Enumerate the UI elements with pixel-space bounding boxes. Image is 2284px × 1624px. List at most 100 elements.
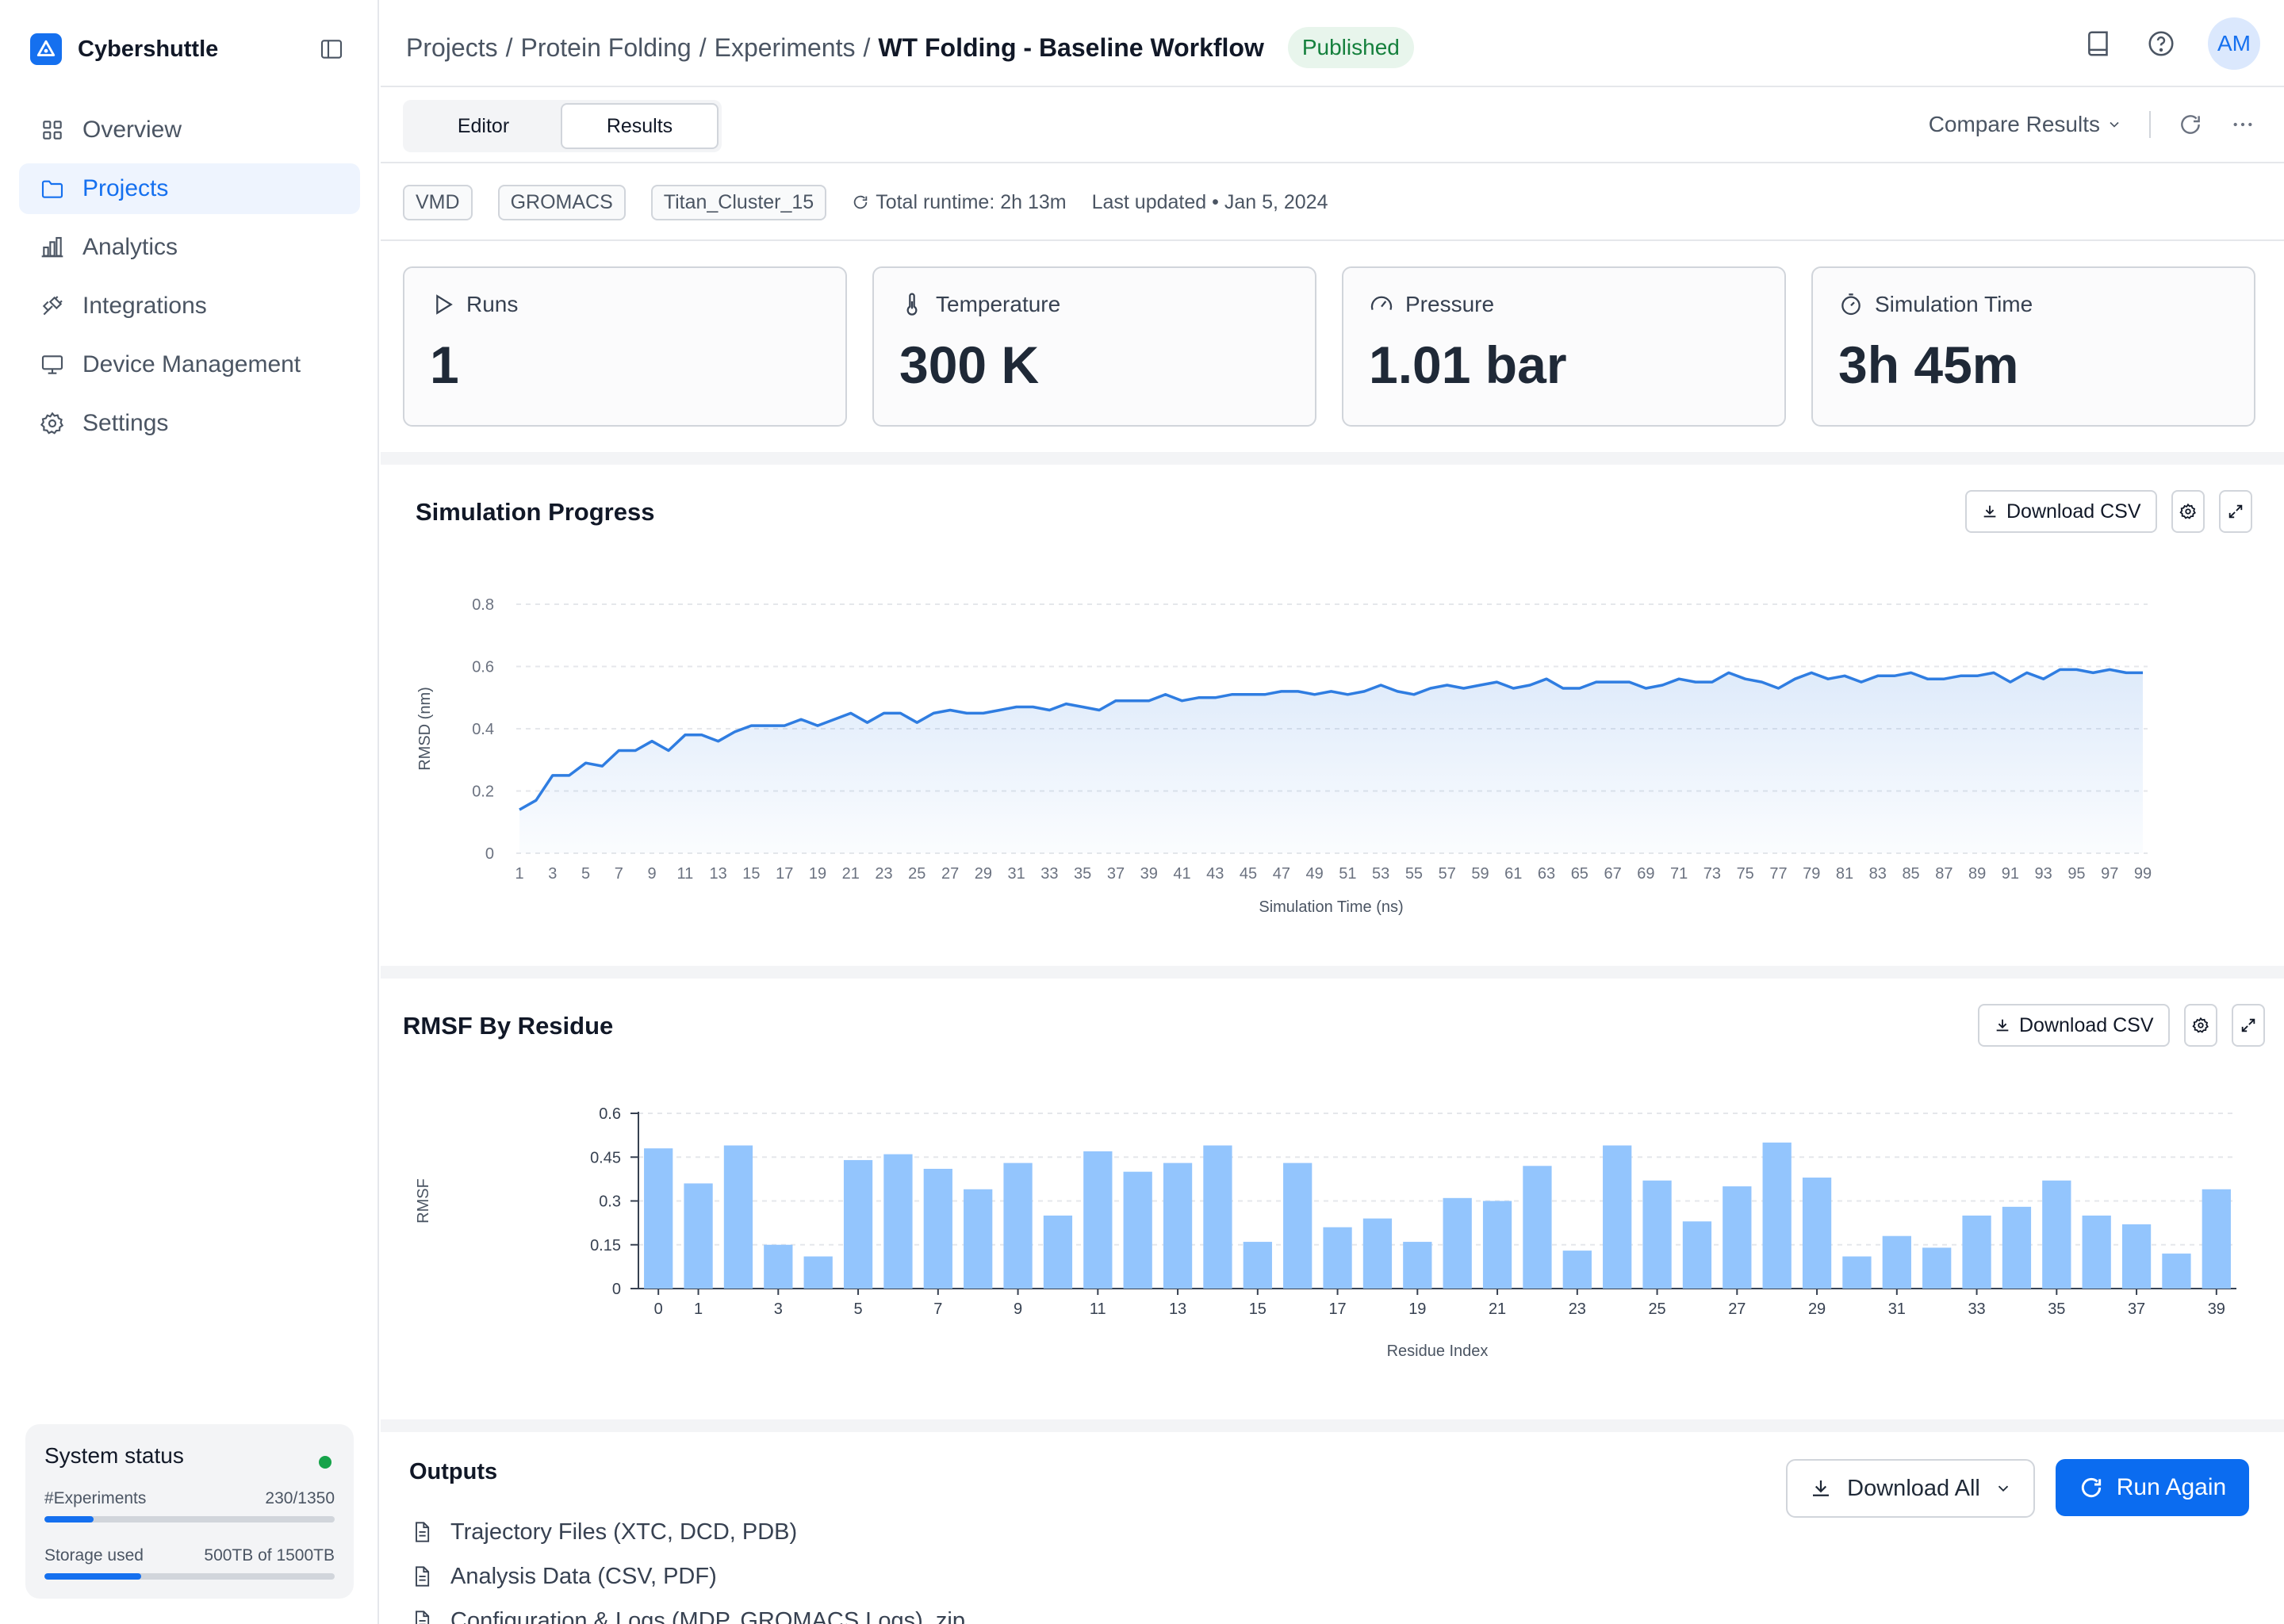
bar (1243, 1242, 1272, 1289)
breadcrumb-experiments[interactable]: Experiments (714, 33, 856, 62)
compare-results-dropdown[interactable]: Compare Results (1929, 112, 2122, 137)
bar (1802, 1178, 1832, 1289)
expand-chart-button[interactable] (2218, 490, 2252, 533)
bar (1723, 1186, 1752, 1289)
chart-settings-button[interactable] (2183, 1004, 2217, 1047)
x-tick-label: 87 (1935, 865, 1953, 883)
download-csv-button[interactable]: Download CSV (1965, 490, 2157, 533)
bar (1403, 1242, 1432, 1289)
x-tick-label: 11 (1090, 1300, 1106, 1318)
tab-editor[interactable]: Editor (457, 114, 510, 137)
bar (1203, 1145, 1232, 1289)
sidebar: Cybershuttle Overview Projects Analytics… (0, 0, 379, 1624)
expand-icon (2241, 1018, 2255, 1032)
output-file-item[interactable]: Analysis Data (CSV, PDF) (411, 1554, 965, 1599)
x-tick-label: 1 (694, 1300, 703, 1318)
expand-chart-button[interactable] (2231, 1004, 2265, 1047)
stat-label: Runs (466, 292, 519, 316)
x-tick-label: 39 (1140, 865, 1158, 883)
x-tick-label: 19 (809, 865, 826, 883)
output-file-item[interactable]: Configuration & Logs (MDP, GROMACS Logs)… (411, 1599, 965, 1624)
x-tick-label: 43 (1206, 865, 1224, 883)
sidebar-item-integrations[interactable]: Integrations (19, 281, 360, 331)
sidebar-item-analytics[interactable]: Analytics (19, 222, 360, 273)
output-file-item[interactable]: Trajectory Files (XTC, DCD, PDB) (411, 1510, 965, 1554)
breadcrumb-projects[interactable]: Projects (406, 33, 498, 62)
monitor-icon (41, 355, 63, 374)
sidebar-item-overview[interactable]: Overview (19, 105, 360, 155)
bar (1523, 1166, 1552, 1289)
x-tick-label: 37 (1107, 865, 1125, 883)
storage-meter: Storage used 500TB of 1500TB (44, 1546, 335, 1580)
bar (1922, 1247, 1952, 1289)
avatar[interactable]: AM (2208, 17, 2260, 70)
brand[interactable]: Cybershuttle (30, 32, 218, 67)
x-tick-label: 7 (615, 865, 623, 883)
cybershuttle-logo-icon (30, 33, 62, 65)
x-tick-label: 9 (648, 865, 657, 883)
divider (2149, 111, 2151, 138)
x-tick-label: 79 (1803, 865, 1820, 883)
x-tick-label: 5 (581, 865, 590, 883)
more-icon[interactable] (2230, 112, 2255, 137)
book-icon[interactable] (2084, 29, 2114, 59)
page-title: WT Folding - Baseline Workflow (878, 33, 1264, 62)
bar (843, 1159, 873, 1289)
y-tick-label: 0.15 (590, 1237, 621, 1254)
sidebar-item-label: Integrations (82, 293, 207, 319)
outputs-title: Outputs (409, 1459, 498, 1484)
bar (644, 1148, 673, 1289)
download-icon (1996, 1019, 2009, 1032)
system-status-card: System status #Experiments 230/1350 Stor… (25, 1424, 354, 1599)
output-file-label: Analysis Data (CSV, PDF) (450, 1563, 717, 1589)
x-tick-label: 17 (776, 865, 793, 883)
x-tick-label: 57 (1439, 865, 1456, 883)
x-tick-label: 35 (1074, 865, 1091, 883)
status-badge: Published (1287, 27, 1414, 68)
refresh-icon (2081, 1477, 2101, 1498)
x-tick-label: 39 (2208, 1300, 2225, 1318)
y-tick-label: 0 (485, 845, 494, 863)
simulation-progress-chart: 00.20.40.60.81 3 5 7 9 11 13 15 17 19 21 23 25 27 29 31… (416, 596, 2152, 916)
tab-results[interactable]: Results (561, 103, 719, 149)
help-icon[interactable] (2146, 29, 2176, 59)
x-tick-label: 31 (1888, 1300, 1906, 1318)
y-tick-label: 0.2 (472, 783, 494, 801)
compare-results-label: Compare Results (1928, 112, 2100, 136)
x-tick-label: 25 (908, 865, 925, 883)
sidebar-toggle-icon[interactable] (319, 36, 344, 62)
total-runtime: Total runtime: 2h 13m (876, 190, 1067, 213)
x-tick-label: 27 (941, 865, 959, 883)
rmsf-tools: Download CSV (1978, 1004, 2265, 1047)
bar (1562, 1251, 1592, 1289)
x-tick-label: 63 (1538, 865, 1555, 883)
sidebar-item-projects[interactable]: Projects (19, 163, 360, 214)
x-tick-label: 97 (2101, 865, 2118, 883)
x-tick-label: 31 (1008, 865, 1025, 883)
x-tick-label: 3 (548, 865, 557, 883)
y-tick-label: 0.45 (590, 1149, 621, 1166)
breadcrumb-protein-folding[interactable]: Protein Folding (520, 33, 692, 62)
x-tick-label: 5 (854, 1300, 863, 1318)
output-file-label: Trajectory Files (XTC, DCD, PDB) (450, 1519, 798, 1545)
experiments-meter: #Experiments 230/1350 (44, 1489, 335, 1522)
y-tick-label: 0.8 (472, 596, 494, 614)
stat-cards: Runs 1 Temperature 300 K Pressure 1.01 b… (403, 266, 2255, 427)
download-all-button[interactable]: Download All (1786, 1459, 2035, 1518)
thermometer-icon (906, 293, 918, 316)
file-icon (416, 1522, 430, 1542)
x-tick-label: 65 (1571, 865, 1588, 883)
refresh-icon[interactable] (2178, 112, 2203, 137)
chart-settings-button[interactable] (2171, 490, 2205, 533)
sidebar-item-device-management[interactable]: Device Management (19, 339, 360, 390)
sidebar-item-label: Settings (82, 410, 169, 436)
download-csv-button[interactable]: Download CSV (1978, 1004, 2170, 1047)
refresh-small-icon (853, 195, 868, 209)
x-tick-label: 69 (1637, 865, 1654, 883)
x-tick-label: 29 (1808, 1300, 1826, 1318)
x-tick-label: 95 (2067, 865, 2085, 883)
run-again-button[interactable]: Run Again (2056, 1459, 2249, 1516)
x-tick-label: 21 (1489, 1300, 1506, 1318)
bar (803, 1256, 833, 1289)
sidebar-item-settings[interactable]: Settings (19, 398, 360, 449)
